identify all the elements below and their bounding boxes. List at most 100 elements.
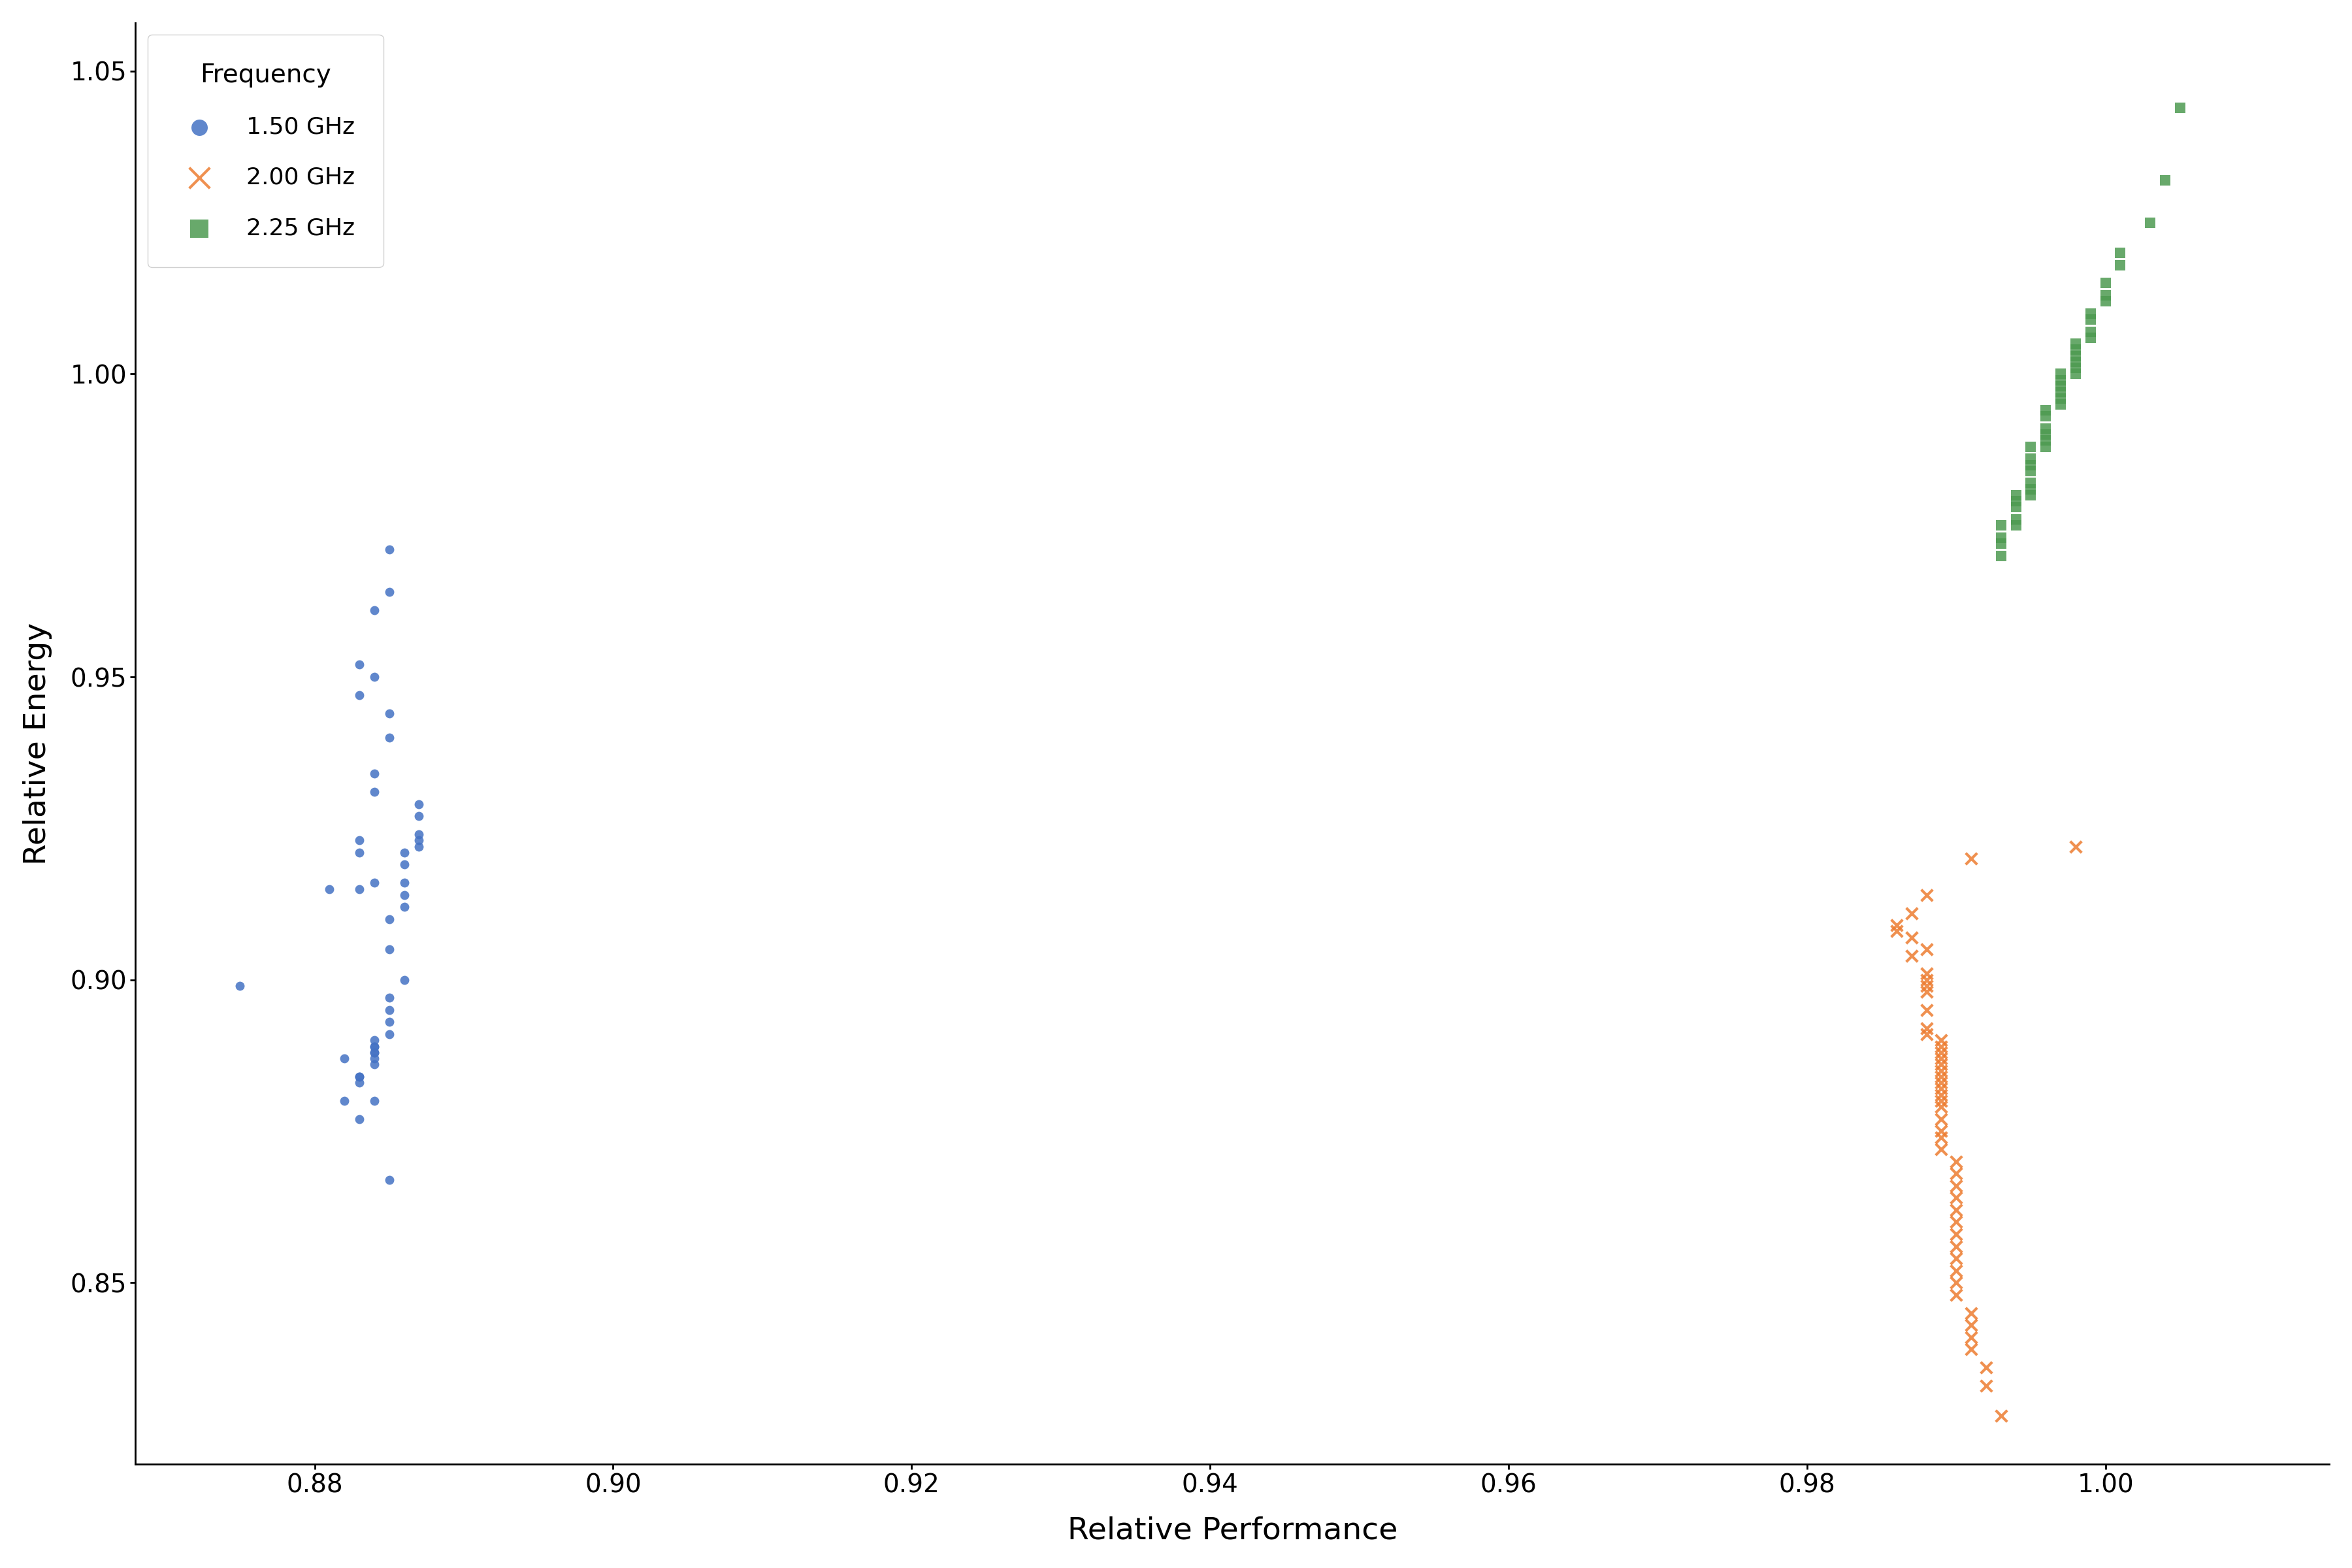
1.50 GHz [386, 840, 423, 866]
2.00 GHz [1893, 942, 1931, 967]
2.00 GHz [1922, 1082, 1959, 1107]
1.50 GHz [355, 665, 393, 690]
2.00 GHz [1922, 1040, 1959, 1065]
2.25 GHz [2131, 210, 2169, 235]
2.25 GHz [2086, 271, 2124, 296]
2.25 GHz [1997, 489, 2034, 514]
2.00 GHz [1907, 883, 1945, 908]
1.50 GHz [386, 894, 423, 919]
1.50 GHz [355, 1046, 393, 1071]
1.50 GHz [400, 804, 437, 829]
Y-axis label: Relative Energy: Relative Energy [24, 622, 52, 866]
2.00 GHz [1938, 1198, 1976, 1223]
2.00 GHz [1938, 1160, 1976, 1185]
2.25 GHz [1997, 483, 2034, 508]
2.25 GHz [2086, 289, 2124, 314]
2.25 GHz [1983, 532, 2020, 557]
2.00 GHz [1922, 1058, 1959, 1083]
X-axis label: Relative Performance: Relative Performance [1068, 1516, 1397, 1546]
1.50 GHz [369, 724, 407, 750]
2.25 GHz [2042, 367, 2079, 392]
2.00 GHz [1922, 1033, 1959, 1058]
2.00 GHz [1907, 1016, 1945, 1041]
1.50 GHz [386, 883, 423, 908]
2.00 GHz [1983, 1403, 2020, 1428]
1.50 GHz [400, 834, 437, 859]
1.50 GHz [369, 997, 407, 1022]
2.25 GHz [2011, 477, 2049, 502]
2.25 GHz [2011, 458, 2049, 483]
2.00 GHz [1952, 847, 1990, 872]
1.50 GHz [369, 985, 407, 1010]
2.00 GHz [1938, 1234, 1976, 1259]
2.25 GHz [1983, 525, 2020, 550]
2.25 GHz [2056, 362, 2093, 387]
2.25 GHz [2042, 362, 2079, 387]
2.25 GHz [2056, 337, 2093, 362]
2.25 GHz [1983, 543, 2020, 568]
2.00 GHz [1938, 1185, 1976, 1210]
2.25 GHz [2042, 373, 2079, 398]
2.00 GHz [1922, 1088, 1959, 1113]
2.25 GHz [2027, 428, 2065, 453]
1.50 GHz [341, 877, 379, 902]
1.50 GHz [355, 1040, 393, 1065]
2.00 GHz [1922, 1124, 1959, 1149]
2.25 GHz [2042, 386, 2079, 411]
2.25 GHz [2103, 240, 2140, 265]
2.00 GHz [1922, 1137, 1959, 1162]
2.00 GHz [1922, 1071, 1959, 1096]
2.00 GHz [1938, 1258, 1976, 1283]
2.00 GHz [1877, 913, 1915, 938]
1.50 GHz [369, 580, 407, 605]
2.00 GHz [1952, 1336, 1990, 1361]
1.50 GHz [325, 1088, 362, 1113]
2.25 GHz [2072, 325, 2110, 350]
1.50 GHz [355, 1033, 393, 1058]
2.00 GHz [2056, 834, 2093, 859]
1.50 GHz [341, 828, 379, 853]
2.25 GHz [2056, 350, 2093, 375]
2.00 GHz [1922, 1052, 1959, 1077]
2.00 GHz [1922, 1065, 1959, 1090]
2.25 GHz [2027, 416, 2065, 441]
1.50 GHz [341, 1065, 379, 1090]
1.50 GHz [369, 701, 407, 726]
2.25 GHz [2011, 447, 2049, 472]
1.50 GHz [355, 1027, 393, 1052]
1.50 GHz [400, 822, 437, 847]
2.00 GHz [1922, 1076, 1959, 1101]
1.50 GHz [355, 779, 393, 804]
1.50 GHz [355, 1040, 393, 1065]
1.50 GHz [369, 906, 407, 931]
1.50 GHz [386, 967, 423, 993]
2.00 GHz [1907, 967, 1945, 993]
1.50 GHz [341, 1071, 379, 1096]
2.25 GHz [2027, 434, 2065, 459]
2.00 GHz [1938, 1283, 1976, 1308]
2.25 GHz [2011, 434, 2049, 459]
2.00 GHz [1922, 1094, 1959, 1120]
2.00 GHz [1952, 1325, 1990, 1350]
2.25 GHz [1997, 506, 2034, 532]
1.50 GHz [355, 1052, 393, 1077]
1.50 GHz [355, 870, 393, 895]
2.25 GHz [2056, 331, 2093, 356]
1.50 GHz [325, 1046, 362, 1071]
2.00 GHz [1938, 1173, 1976, 1198]
2.00 GHz [1922, 1118, 1959, 1143]
2.00 GHz [1938, 1270, 1976, 1295]
1.50 GHz [400, 792, 437, 817]
1.50 GHz [355, 760, 393, 786]
1.50 GHz [400, 828, 437, 853]
1.50 GHz [341, 1107, 379, 1132]
2.00 GHz [1922, 1027, 1959, 1052]
2.25 GHz [1983, 513, 2020, 538]
2.00 GHz [1922, 1107, 1959, 1132]
1.50 GHz [355, 1088, 393, 1113]
2.25 GHz [2147, 168, 2185, 193]
2.25 GHz [2011, 470, 2049, 495]
2.25 GHz [2056, 356, 2093, 381]
1.50 GHz [221, 974, 259, 999]
1.50 GHz [341, 682, 379, 707]
